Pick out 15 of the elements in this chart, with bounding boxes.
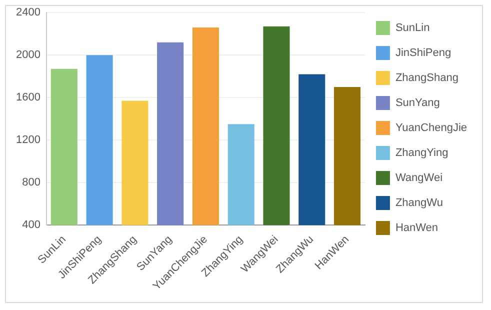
legend-label: ZhangShang [395, 72, 458, 84]
legend-label: SunLin [395, 22, 430, 34]
legend-label: YuanChengJie [395, 122, 468, 134]
y-tick-label: 1600 [16, 92, 40, 104]
y-tick-label: 2400 [16, 6, 40, 19]
legend-label: ZhangYing [395, 147, 448, 160]
legend-label: SunYang [395, 97, 440, 110]
y-tick-label: 1200 [16, 134, 40, 146]
y-tick-label: 800 [22, 176, 40, 189]
y-tick-label: 2000 [16, 49, 40, 62]
legend-label: JinShiPeng [395, 47, 452, 60]
y-tick-label: 400 [22, 219, 40, 232]
legend-label: WangWei [395, 172, 443, 184]
legend-label: HanWen [395, 222, 438, 234]
legend-label: ZhangWu [395, 197, 443, 210]
